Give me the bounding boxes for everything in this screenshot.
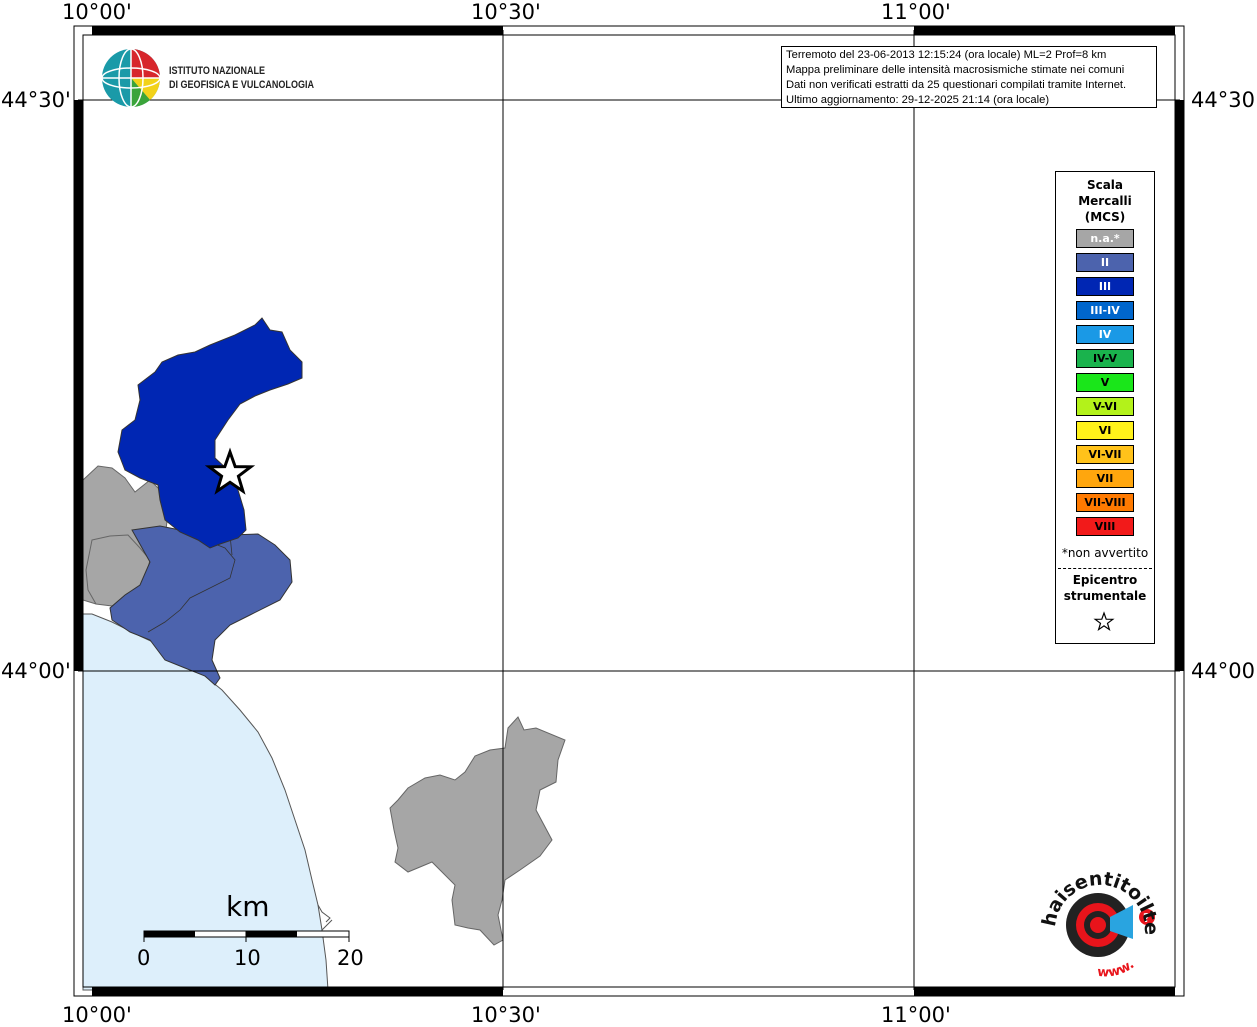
legend-item: IV-V (1076, 349, 1134, 368)
haisentito-url-text: www. (1097, 957, 1138, 980)
intensity-legend: Scala Mercalli (MCS) n.a.* II III III-IV IV I… (1055, 171, 1155, 644)
legend-item: VII (1076, 469, 1134, 488)
area-not-available-south (389, 716, 566, 946)
haisentito-logo-icon[interactable]: ? haisentitoilterremoto.it www. (1035, 855, 1165, 985)
legend-item: IV (1076, 325, 1134, 344)
legend-epicenter-label: Epicentro strumentale (1056, 572, 1154, 604)
legend-item: VII-VIII (1076, 493, 1134, 512)
legend-item: n.a.* (1076, 229, 1134, 248)
institute-name: ISTITUTO NAZIONALE DI GEOFISICA E VULCAN… (169, 64, 314, 92)
legend-item: VIII (1076, 517, 1134, 536)
coast-detail (317, 904, 333, 931)
haisentito-question-mark: ? (1143, 911, 1150, 925)
legend-title-line3: (MCS) (1084, 210, 1126, 224)
lon-label-bottom-2: 10°30' (471, 1003, 541, 1027)
legend-title: Scala Mercalli (MCS) (1056, 177, 1154, 225)
scale-tick-0: 0 (137, 946, 151, 970)
legend-item: V-VI (1076, 397, 1134, 416)
lon-label-top-1: 10°00' (62, 0, 132, 24)
event-info-box: Terremoto del 23-06-2013 12:15:24 (ora l… (781, 46, 1157, 108)
legend-title-line1: Scala (1086, 178, 1124, 192)
legend-epicenter-line2: strumentale (1063, 589, 1147, 603)
scale-tick-20: 20 (337, 946, 364, 970)
lat-label-left-1: 44°30' (1, 88, 71, 112)
scale-bar (143, 930, 350, 942)
legend-star-icon (1093, 611, 1115, 632)
legend-item: II (1076, 253, 1134, 272)
info-line-3: Dati non verificati estratti da 25 quest… (786, 79, 1127, 91)
lon-label-bottom-3: 11°00' (881, 1003, 951, 1027)
legend-title-line2: Mercalli (1078, 194, 1132, 208)
info-line-2: Mappa preliminare delle intensità macros… (786, 64, 1125, 76)
legend-item: V (1076, 373, 1134, 392)
legend-item: III-IV (1076, 301, 1134, 320)
lat-label-left-2: 44°00' (1, 659, 71, 683)
institute-name-line2: DI GEOFISICA E VULCANOLOGIA (169, 79, 314, 91)
lat-label-right-1: 44°30' (1191, 88, 1257, 112)
info-line-1: Terremoto del 23-06-2013 12:15:24 (ora l… (786, 49, 1107, 61)
lon-label-top-3: 11°00' (881, 0, 951, 24)
lon-label-top-2: 10°30' (471, 0, 541, 24)
epicenter-star-icon (204, 447, 256, 495)
info-line-4: Ultimo aggiornamento: 29-12-2025 21:14 (… (786, 94, 1050, 106)
institute-name-line1: ISTITUTO NAZIONALE (169, 65, 266, 77)
legend-item: VI (1076, 421, 1134, 440)
legend-epicenter-line1: Epicentro (1072, 573, 1138, 587)
legend-separator (1058, 568, 1152, 569)
legend-item: VI-VII (1076, 445, 1134, 464)
map-frame (73, 25, 1185, 997)
scale-bar-unit: km (226, 890, 270, 923)
ingv-logo-icon (101, 48, 161, 108)
legend-note: *non avvertito (1061, 546, 1149, 560)
area-intensity-iii (117, 317, 303, 549)
lat-label-right-2: 44°00' (1191, 659, 1257, 683)
lon-label-bottom-1: 10°00' (62, 1003, 132, 1027)
scale-tick-10: 10 (234, 946, 261, 970)
legend-item: III (1076, 277, 1134, 296)
